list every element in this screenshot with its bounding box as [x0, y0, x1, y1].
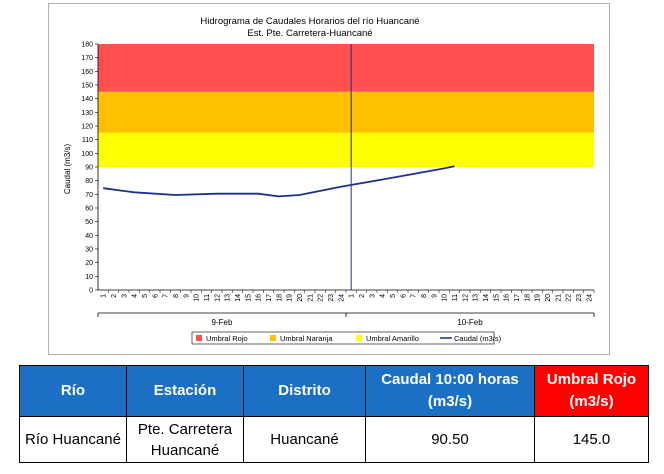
x-tick-label: 22 [318, 294, 325, 302]
y-tick-label: 30 [85, 247, 93, 254]
y-tick-label: 80 [85, 178, 93, 185]
x-tick-label: 18 [524, 294, 531, 302]
x-tick-label: 9 [183, 294, 190, 298]
x-tick-label: 20 [545, 294, 552, 302]
y-tick-label: 100 [81, 151, 93, 158]
x-tick-label: 2 [111, 294, 118, 298]
x-tick-label: 21 [307, 294, 314, 302]
legend-label: Umbral Rojo [206, 334, 248, 343]
y-tick-label: 140 [81, 96, 93, 103]
x-tick-label: 3 [369, 294, 376, 298]
y-tick-label: 110 [82, 137, 93, 144]
x-tick-label: 23 [328, 294, 335, 302]
x-tick-label: 4 [380, 294, 387, 298]
x-tick-label: 21 [555, 294, 562, 302]
y-tick-label: 60 [85, 206, 93, 213]
x-tick-label: 15 [245, 294, 252, 302]
x-tick-label: 15 [493, 294, 500, 302]
x-tick-label: 17 [514, 294, 521, 302]
x-tick-label: 11 [204, 294, 211, 301]
chart-subtitle: Est. Pte. Carretera-Huancané [247, 28, 372, 39]
x-tick-label: 12 [214, 294, 221, 302]
x-tick-label: 3 [121, 294, 128, 298]
x-tick-label: 9 [431, 294, 438, 298]
threshold-band-1 [98, 91, 594, 133]
x-tick-label: 22 [566, 294, 573, 302]
cell-rio: Río Huancané [19, 416, 127, 463]
y-tick-label: 0 [89, 288, 93, 295]
x-tick-label: 20 [297, 294, 304, 302]
legend-label: Caudal (m3/s) [454, 334, 502, 343]
x-tick-label: 24 [586, 294, 593, 302]
x-tick-label: 16 [256, 294, 263, 302]
x-tick-label: 1 [101, 294, 108, 298]
cell-caudal: 90.50 [365, 416, 535, 463]
y-tick-label: 70 [85, 192, 93, 199]
legend-swatch [270, 335, 276, 341]
x-tick-label: 16 [504, 294, 511, 302]
cell-estacion: Pte. Carretera Huancané [126, 416, 244, 463]
x-tick-label: 8 [173, 294, 180, 298]
y-tick-label: 150 [81, 83, 93, 90]
y-tick-label: 130 [81, 110, 93, 117]
x-tick-label: 17 [266, 294, 273, 302]
table-header-row: Río Estación Distrito Caudal 10:00 horas… [19, 365, 649, 417]
caudal-series-line [103, 165, 455, 198]
x-tick-label: 24 [338, 294, 345, 302]
x-tick-label: 14 [483, 294, 490, 302]
x-tick-label: 11 [452, 294, 459, 301]
x-tick-label: 19 [287, 294, 294, 302]
x-tick-label: 13 [225, 294, 232, 302]
y-tick-label: 40 [85, 233, 93, 240]
x-tick-label: 10 [442, 294, 449, 302]
hydrograph-chart: Hidrograma de Caudales Horarios del río … [63, 16, 595, 345]
table-row: Río Huancané Pte. Carretera Huancané Hua… [19, 416, 649, 463]
y-tick-label: 160 [81, 69, 93, 76]
x-tick-label: 13 [473, 294, 480, 302]
y-axis-label: Caudal (m3/s) [63, 144, 72, 195]
legend-swatch [356, 335, 362, 341]
x-tick-label: 5 [142, 294, 149, 298]
legend-label: Umbral Naranja [280, 334, 333, 343]
station-table: Río Estación Distrito Caudal 10:00 horas… [19, 365, 649, 463]
y-tick-label: 170 [81, 55, 93, 62]
day-label: 9-Feb [212, 318, 233, 327]
x-tick-label: 19 [535, 294, 542, 302]
cell-umbral-rojo: 145.0 [534, 416, 649, 463]
y-tick-label: 120 [81, 124, 93, 131]
x-tick-label: 6 [152, 294, 159, 298]
x-tick-label: 6 [400, 294, 407, 298]
legend-box [191, 331, 495, 345]
header-umbral-rojo: Umbral Rojo (m3/s) [534, 365, 649, 417]
cell-distrito: Huancané [243, 416, 366, 463]
x-tick-label: 7 [411, 294, 418, 298]
y-tick-label: 20 [85, 260, 93, 267]
x-tick-label: 7 [163, 294, 170, 298]
header-distrito: Distrito [243, 365, 366, 417]
threshold-band-0 [98, 44, 594, 92]
x-tick-label: 10 [194, 294, 201, 302]
day-label: 10-Feb [457, 318, 483, 327]
x-tick-label: 4 [132, 294, 139, 298]
legend-swatch [196, 335, 202, 341]
y-tick-label: 180 [81, 42, 93, 49]
y-tick-label: 90 [85, 165, 93, 172]
header-estacion: Estación [126, 365, 244, 417]
chart-title: Hidrograma de Caudales Horarios del río … [200, 16, 419, 27]
header-caudal: Caudal 10:00 horas (m3/s) [365, 365, 535, 417]
x-tick-label: 12 [462, 294, 469, 302]
x-tick-label: 1 [349, 294, 356, 298]
x-tick-label: 2 [359, 294, 366, 298]
legend-label: Umbral Amarillo [366, 334, 419, 343]
y-tick-label: 10 [85, 274, 93, 281]
x-tick-label: 18 [276, 294, 283, 302]
threshold-band-2 [98, 132, 594, 167]
x-tick-label: 5 [390, 294, 397, 298]
x-tick-label: 23 [576, 294, 583, 302]
y-tick-label: 50 [85, 219, 93, 226]
x-tick-label: 14 [235, 294, 242, 302]
x-tick-label: 8 [421, 294, 428, 298]
header-rio: Río [19, 365, 127, 417]
